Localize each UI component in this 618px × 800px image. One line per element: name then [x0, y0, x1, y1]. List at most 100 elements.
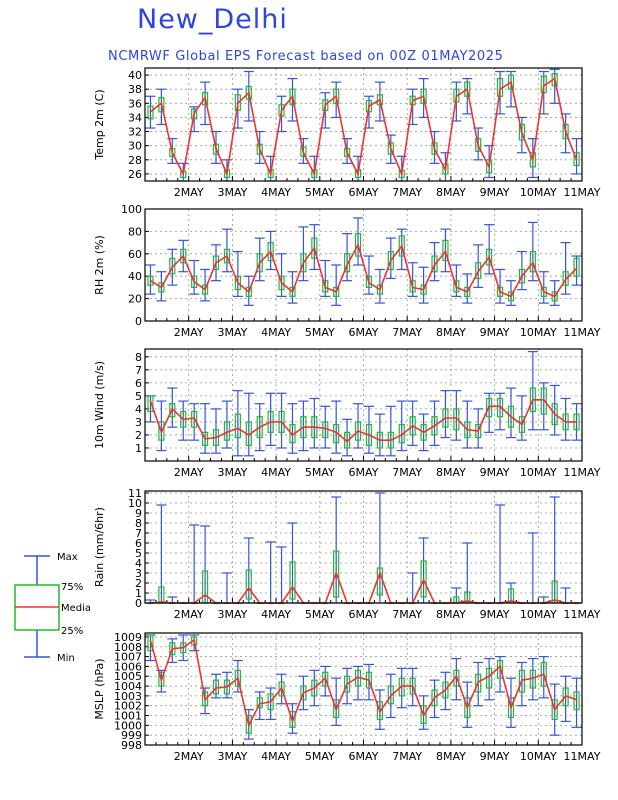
median-point [564, 130, 567, 133]
median-point [160, 102, 163, 105]
box-iqr [311, 237, 318, 259]
median-point [389, 439, 392, 442]
x-tick-label: 10MAY [520, 608, 557, 621]
box-iqr [278, 681, 285, 697]
box-iqr [387, 685, 394, 705]
box-iqr [147, 634, 154, 652]
box-plot [560, 587, 571, 605]
median-point [258, 426, 261, 429]
box-plot [495, 504, 506, 605]
box-plot [265, 155, 276, 182]
box-plot [484, 224, 495, 275]
median-point [499, 88, 501, 91]
median-point [488, 165, 491, 168]
median-point [400, 434, 403, 436]
box-plot [232, 250, 243, 297]
median-point [247, 724, 250, 727]
median-point [400, 173, 403, 175]
median-point [521, 679, 523, 682]
box-plot [221, 228, 232, 273]
box-plot [331, 677, 342, 726]
median-point [291, 720, 294, 723]
median-point [553, 413, 556, 416]
box-iqr [300, 685, 307, 701]
box-plot [440, 390, 451, 439]
median-point [466, 290, 469, 293]
median-point [182, 418, 185, 421]
median-point [291, 434, 294, 436]
median-point [357, 243, 359, 246]
x-tick-label: 10MAY [520, 750, 557, 763]
box-iqr [562, 123, 569, 140]
box-iqr [180, 248, 187, 264]
median-point [433, 264, 436, 266]
panel-5: 9989991000100110021003100410051006100710… [93, 631, 601, 763]
median-point [302, 426, 305, 429]
box-iqr [442, 163, 449, 175]
y-tick-label: 36 [128, 97, 142, 110]
box-plot [505, 582, 516, 604]
box-plot [418, 695, 429, 730]
median-point [411, 424, 414, 427]
y-tick-label: 2 [135, 429, 142, 442]
box-iqr [201, 691, 209, 707]
box-plot [265, 392, 276, 446]
median-point [422, 95, 425, 98]
median-point [488, 256, 491, 259]
box-iqr [289, 710, 296, 728]
box-plot [429, 242, 440, 282]
box-plot [145, 264, 156, 295]
box-plot [505, 677, 516, 728]
box-plot [440, 671, 451, 711]
box-iqr [518, 416, 526, 433]
median-point [564, 278, 567, 281]
median-point [499, 665, 501, 668]
box-plot [276, 253, 287, 297]
x-tick-label: 6MAY [349, 466, 379, 479]
median-point [455, 286, 458, 289]
box-plot [287, 271, 298, 304]
box-plot [407, 88, 418, 126]
median-point [302, 151, 305, 154]
x-tick-label: 10MAY [520, 466, 557, 479]
box-iqr [234, 275, 241, 291]
x-tick-label: 3MAY [217, 750, 247, 763]
box-iqr [376, 94, 383, 106]
median-point [389, 147, 392, 150]
y-tick-label: 1000 [114, 719, 142, 732]
x-tick-label: 2MAY [174, 750, 204, 763]
median-point [553, 599, 556, 601]
box-iqr [333, 286, 340, 297]
median-point [280, 687, 283, 689]
box-plot [451, 657, 462, 701]
box-iqr [267, 242, 274, 262]
x-tick-label: 9MAY [480, 750, 510, 763]
y-tick-label: 11 [128, 487, 142, 500]
box-iqr [518, 268, 526, 284]
box-iqr [551, 403, 558, 426]
box-iqr [486, 159, 493, 174]
box-iqr [256, 253, 263, 273]
median-point [335, 708, 338, 711]
median-point [193, 417, 196, 419]
median-point [291, 95, 294, 98]
median-point [291, 586, 294, 588]
median-point [215, 261, 217, 264]
x-tick-label: 5MAY [305, 186, 335, 199]
box-plot [560, 675, 571, 723]
box-plot [495, 268, 506, 304]
box-plot [473, 244, 484, 288]
median-point [204, 96, 206, 99]
box-plot [484, 392, 495, 433]
plot-frame [144, 208, 583, 322]
box-plot [538, 70, 549, 115]
box-plot [353, 217, 364, 266]
x-tick-label: 10MAY [520, 326, 557, 339]
box-plot [243, 392, 254, 457]
y-tick-label: 28 [128, 154, 142, 167]
box-iqr [507, 405, 515, 428]
median-point [433, 696, 436, 699]
median-point [160, 431, 163, 434]
